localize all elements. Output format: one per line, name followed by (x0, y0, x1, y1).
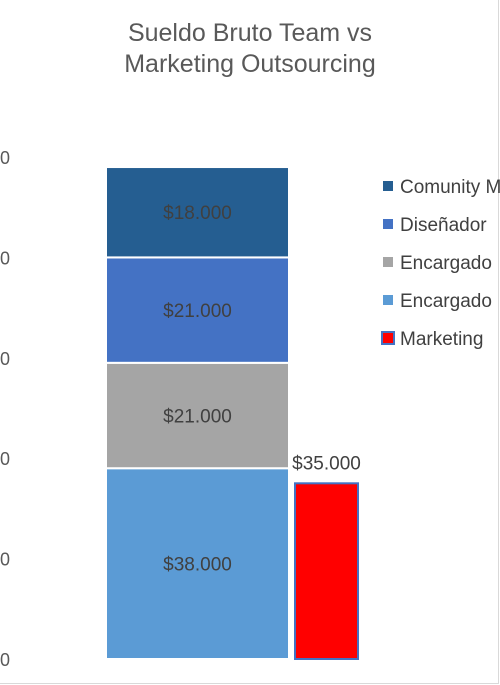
data-label: $18.000 (163, 203, 232, 224)
y-tick-label: 0 (0, 248, 10, 268)
legend-label: Encargado (400, 291, 492, 312)
legend-swatch (383, 219, 393, 229)
legend-label: Marketing (400, 329, 483, 350)
legend-swatch (383, 181, 393, 191)
bar-segment-team-1 (105, 361, 290, 470)
bar-segment-team-3 (105, 166, 290, 259)
data-label: $21.000 (163, 301, 232, 322)
bar-segment-team-2 (105, 256, 290, 364)
legend-swatch (383, 295, 393, 305)
data-label: $38.000 (163, 555, 232, 576)
y-tick-label: 0 (0, 550, 10, 570)
legend-label: Comunity M (400, 177, 500, 198)
y-tick-label: 0 (0, 349, 10, 369)
chart-title-line-1: Sueldo Bruto Team vs (127, 19, 373, 47)
legend-label: Diseñador (400, 215, 487, 236)
data-label: $21.000 (163, 407, 232, 428)
bar-segment-marketing (294, 482, 359, 660)
legend-label: Encargado (400, 253, 492, 274)
legend-swatch (383, 257, 393, 267)
legend-swatch-marketing (381, 331, 395, 345)
chart-title-line-2: Marketing Outsourcing (124, 50, 376, 78)
y-tick-label: 0 (0, 650, 10, 670)
chart-title: Sueldo Bruto Team vs Marketing Outsourci… (50, 18, 450, 80)
y-tick-label: 0 (0, 148, 10, 168)
y-tick-label: 0 (0, 449, 10, 469)
bar-segment-team-0 (105, 467, 290, 660)
data-label: $35.000 (292, 453, 361, 474)
